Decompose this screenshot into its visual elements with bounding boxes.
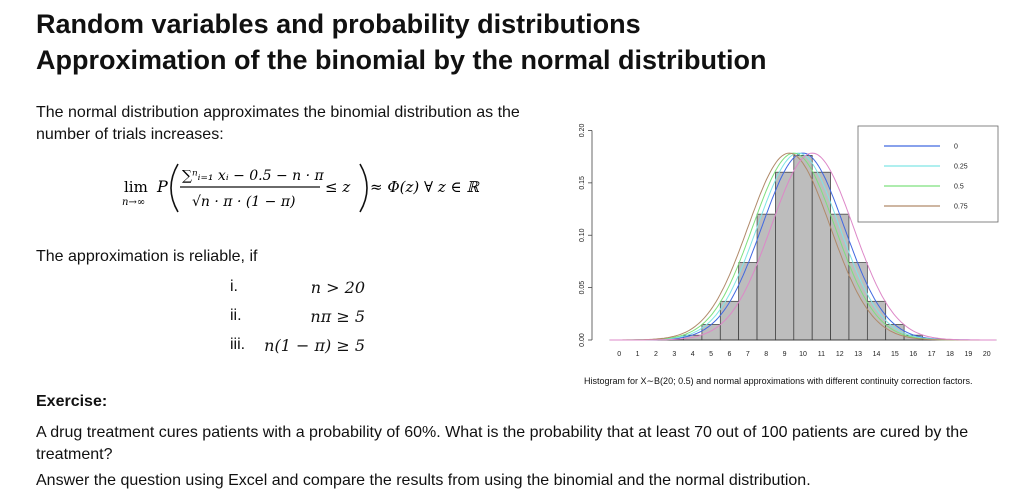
condition-2-number: ii. <box>230 307 242 324</box>
x-tick-label-0: 0 <box>617 351 621 358</box>
formula-result: ≈ Φ(z) ∀ z ∈ ℝ <box>370 178 480 196</box>
x-tick-label-7: 7 <box>746 351 750 358</box>
x-tick-label-3: 3 <box>672 351 676 358</box>
legend-label-3: 0.75 <box>954 204 968 211</box>
exercise-heading: Exercise: <box>36 393 108 410</box>
legend-box <box>857 125 999 223</box>
x-tick-label-20: 20 <box>983 351 991 358</box>
binomial-histogram-chart: 0.000.050.100.150.200 1 2 3 4 5 6 7 8 9 10 11 12 13 14… <box>579 124 999 358</box>
y-tick-label-1: 0.05 <box>579 281 586 295</box>
x-tick-label-6: 6 <box>728 351 732 358</box>
condition-3-number: iii. <box>230 336 246 353</box>
bar-11 <box>811 171 831 341</box>
x-tick-label-15: 15 <box>891 351 899 358</box>
x-tick-label-17: 17 <box>928 351 936 358</box>
formula-p: P <box>156 177 168 196</box>
formula-numerator: ∑ⁿᵢ₌₁ xᵢ − 0.5 − n · π <box>182 168 325 184</box>
normal-curve-extra <box>610 152 996 341</box>
x-tick-label-11: 11 <box>818 351 825 358</box>
y-tick-label-2: 0.10 <box>579 228 586 242</box>
page-title: Random variables and probability distrib… <box>36 6 767 78</box>
x-tick-label-8: 8 <box>764 351 768 358</box>
formula-lim: lim <box>124 178 148 196</box>
title-line-1: Random variables and probability distrib… <box>36 9 641 39</box>
x-tick-label-5: 5 <box>709 351 713 358</box>
y-tick-label-0: 0.00 <box>579 333 586 347</box>
legend-label-1: 0.25 <box>954 164 968 171</box>
approximation-formula: lim n→∞ P ∑ⁿᵢ₌₁ xᵢ − 0.5 − n · π √n · π … <box>122 163 480 213</box>
formula-rhs: ≤ z <box>325 178 350 196</box>
exercise-task: Answer the question using Excel and comp… <box>36 472 811 489</box>
y-tick-label-3: 0.15 <box>579 176 586 190</box>
x-tick-label-1: 1 <box>636 351 640 358</box>
legend-label-0: 0 <box>954 144 958 151</box>
bar-10 <box>793 155 813 341</box>
y-tick-label-4: 0.20 <box>579 124 586 138</box>
x-tick-label-16: 16 <box>909 351 917 358</box>
intro-text: The normal distribution approximates the… <box>36 104 520 143</box>
x-tick-label-13: 13 <box>854 351 862 358</box>
chart-caption: Histogram for X∼B(20; 0.5) and normal ap… <box>584 376 973 386</box>
legend-label-2: 0.5 <box>954 184 964 191</box>
title-line-2: Approximation of the binomial by the nor… <box>36 45 767 75</box>
condition-2-expression: nπ ≥ 5 <box>310 307 365 326</box>
formula-right-paren <box>359 163 368 213</box>
x-tick-label-9: 9 <box>783 351 787 358</box>
x-tick-label-18: 18 <box>946 351 954 358</box>
reliability-intro: The approximation is reliable, if <box>36 248 258 265</box>
x-tick-label-10: 10 <box>799 351 807 358</box>
formula-lim-sub: n→∞ <box>122 197 145 208</box>
bar-7 <box>738 262 758 341</box>
normal-curve-3 <box>610 152 996 341</box>
x-tick-label-4: 4 <box>691 351 695 358</box>
formula-denominator: √n · π · (1 − π) <box>192 194 296 210</box>
x-tick-label-2: 2 <box>654 351 658 358</box>
exercise-text: A drug treatment cures patients with a p… <box>36 424 969 463</box>
condition-1-number: i. <box>230 278 238 295</box>
x-tick-label-19: 19 <box>965 351 973 358</box>
x-tick-label-12: 12 <box>836 351 844 358</box>
condition-3-expression: n(1 − π) ≥ 5 <box>264 336 365 355</box>
formula-left-paren <box>170 163 179 213</box>
condition-1-expression: n > 20 <box>310 278 365 297</box>
bar-9 <box>775 171 795 341</box>
x-tick-label-14: 14 <box>873 351 881 358</box>
